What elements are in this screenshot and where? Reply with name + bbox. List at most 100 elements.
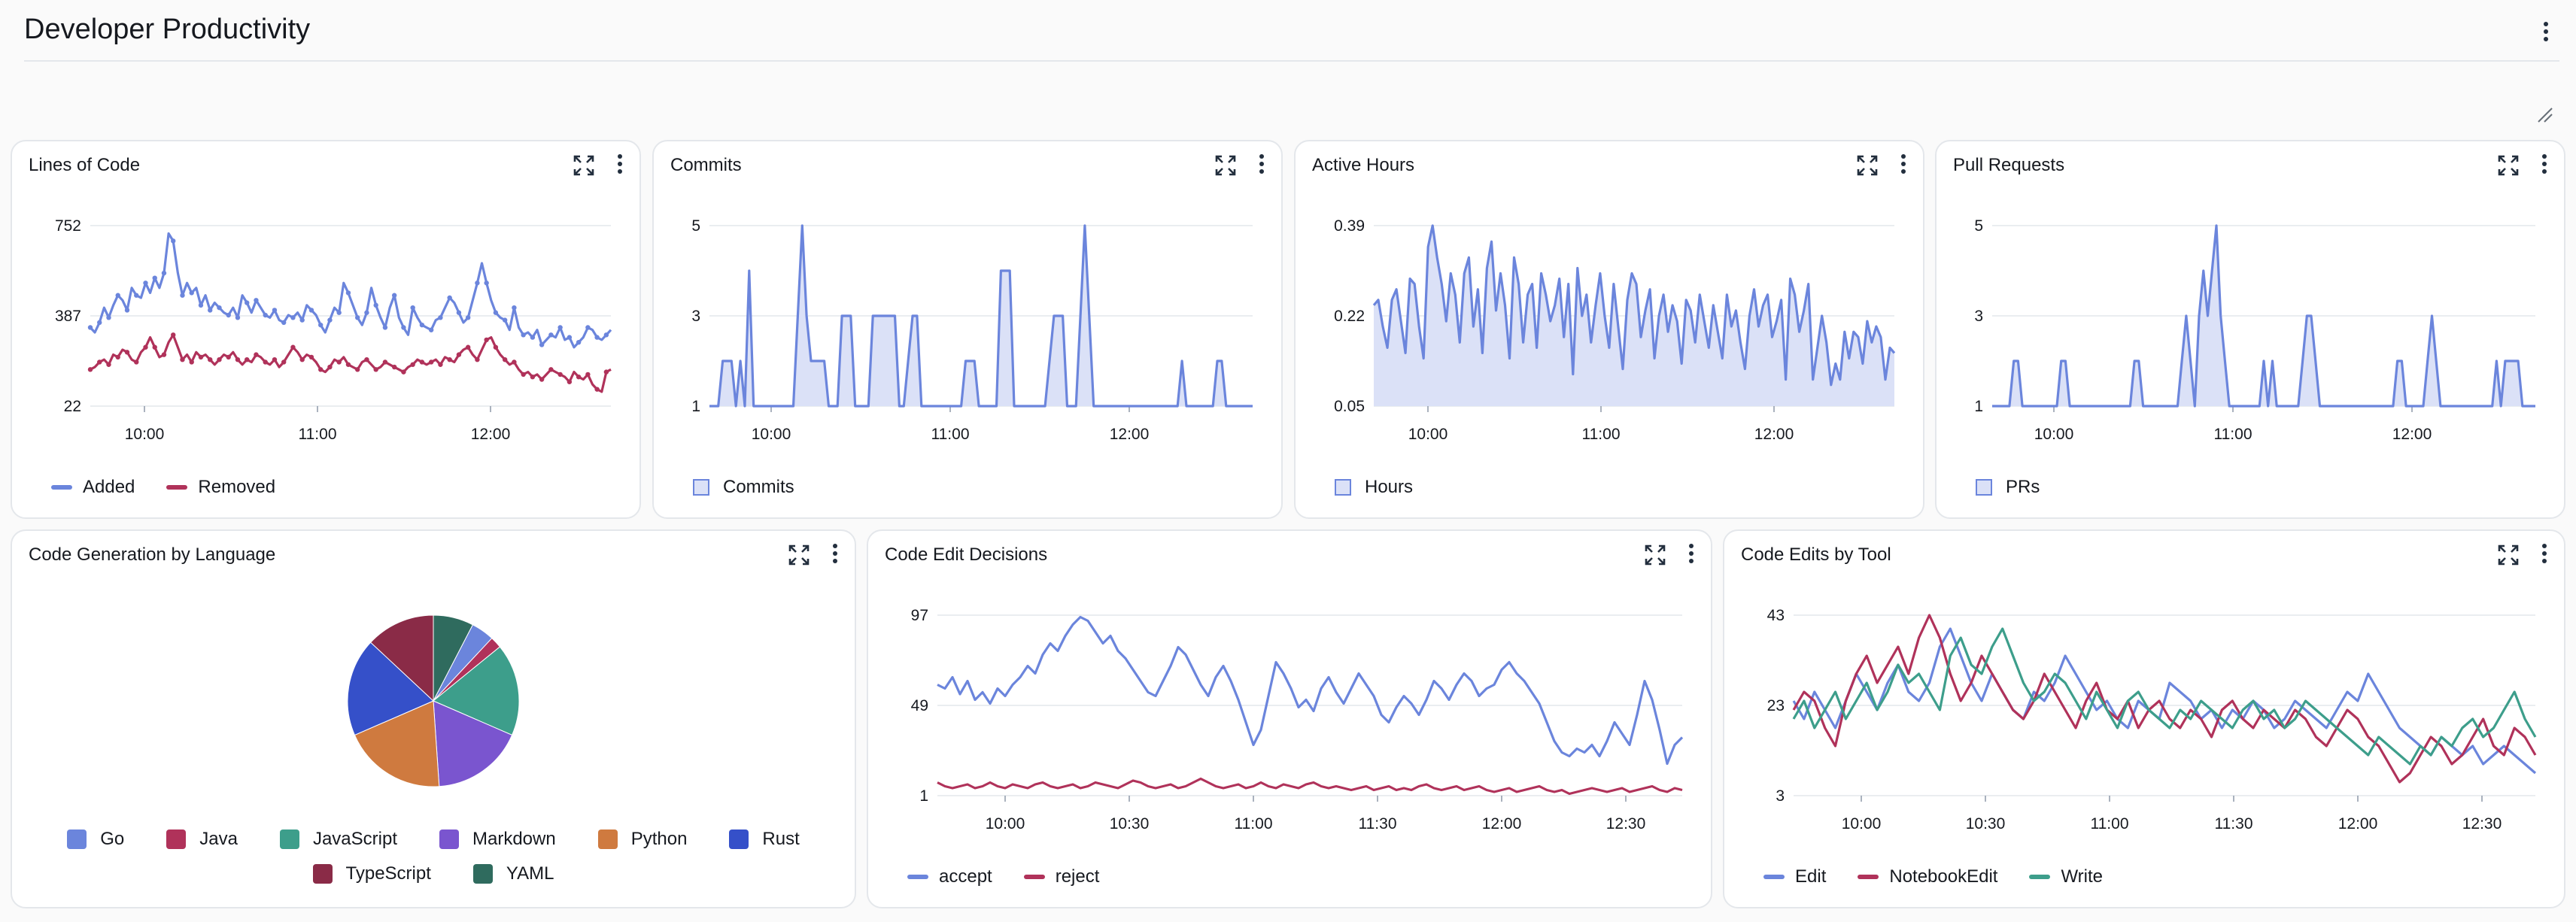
edit-series-line [1792,627,2537,775]
resize-handle-icon[interactable] [2535,105,2553,123]
legend-item-python[interactable]: Python [597,829,688,850]
pie-slice-typescript[interactable] [369,614,434,702]
legend-item-java[interactable]: Java [166,829,238,850]
legend-row: Go Java JavaScript Markdown Python Rust [57,829,810,850]
added-point [567,335,573,340]
expand-icon[interactable] [572,153,596,177]
added-point [254,298,259,303]
added-point [419,322,425,328]
removed-point [539,377,545,382]
y-tick-label: 49 [911,697,928,714]
legend-label: Removed [198,477,276,497]
x-tick-label: 12:00 [1754,426,1794,443]
panel-title: Code Generation by Language [29,544,276,565]
panel-kebab-icon[interactable] [1248,149,1275,179]
legend-label: Python [630,829,688,849]
panel-kebab-icon[interactable] [1678,538,1705,569]
legend-item-write[interactable]: Write [2029,866,2103,887]
expand-icon[interactable] [1643,543,1667,567]
legend-item-typescript[interactable]: TypeScript [312,863,431,884]
x-tick-label: 10:00 [752,426,791,443]
y-tick-label: 22 [64,398,81,415]
panel-title: Active Hours [1312,155,1415,175]
added-point [308,308,314,313]
panel-kebab-icon[interactable] [1890,149,1917,179]
legend-item-go[interactable]: Go [67,829,124,850]
removed-point [345,362,351,367]
removed-point [254,352,259,357]
write-series-line [1792,627,2537,766]
added-point [345,290,351,296]
legend-swatch [1335,479,1351,496]
legend-label: reject [1055,866,1100,887]
code-generation-by-language-panel: Code Generation by Language Go Java JavaSc… [11,529,856,908]
code-edit-decisions-panel: Code Edit Decisions 97 49 1 10:00 10:30 11:00… [867,529,1712,908]
legend-label: accept [939,866,992,887]
legend-item-added[interactable]: Added [51,477,135,498]
added-point [557,325,563,330]
added-point [226,312,231,318]
legend-item-hours[interactable]: Hours [1335,477,1413,498]
added-point [354,315,360,320]
legend-item-accept[interactable]: accept [907,866,992,887]
expand-icon[interactable] [787,543,811,567]
legend-item-notebookedit[interactable]: NotebookEdit [1858,866,1997,887]
expand-icon[interactable] [2496,153,2520,177]
commits-chart: 5 3 1 10:00 11:00 12:00 [691,217,1253,443]
legend-label: Java [199,829,238,849]
removed-point [419,359,425,365]
x-tick-label: 11:00 [2091,815,2129,833]
legend-item-javascript[interactable]: JavaScript [279,829,397,850]
added-point [475,281,480,286]
x-tick-label: 12:00 [1110,426,1150,443]
removed-point [475,356,480,362]
legend-label: Commits [723,477,794,497]
legend-swatch [2029,875,2051,879]
expand-icon[interactable] [2496,543,2520,567]
legend-item-reject[interactable]: reject [1023,866,1100,887]
legend-item-edit[interactable]: Edit [1763,866,1826,887]
page-actions-kebab-icon[interactable] [2532,17,2559,47]
legend-item-markdown[interactable]: Markdown [439,829,556,850]
added-point [143,281,148,286]
y-tick-label: 0.22 [1334,308,1365,325]
removed-point [557,372,563,378]
pie-slice-rust[interactable] [347,641,434,736]
expand-icon[interactable] [1855,153,1879,177]
x-tick-label: 10:30 [1966,815,2006,833]
legend-swatch [279,829,299,849]
y-tick-label: 5 [691,217,700,235]
x-tick-label: 12:30 [1606,815,1646,833]
removed-point [512,359,517,365]
removed-point [401,369,406,375]
added-point [539,342,545,347]
panel-kebab-icon[interactable] [2531,149,2558,179]
legend-item-removed[interactable]: Removed [166,477,275,498]
panel-title: Code Edits by Tool [1741,544,1891,565]
panel-kebab-icon[interactable] [606,149,633,179]
x-tick-label: 10:00 [125,426,165,443]
added-point [512,305,517,311]
panel-kebab-icon[interactable] [2531,538,2558,569]
legend-item-rust[interactable]: Rust [729,829,800,850]
legend-label: Markdown [472,829,556,849]
legend-item-yaml[interactable]: YAML [472,863,554,884]
legend-swatch [907,875,928,879]
legend-item-commits[interactable]: Commits [693,477,794,498]
pie-slice-python[interactable] [354,700,440,787]
pie-slice-javascript[interactable] [433,646,520,736]
pull-requests-chart: 5 3 1 10:00 11:00 12:00 [1974,217,2535,443]
added-point [603,332,609,338]
lines-of-code-panel: Lines of Code 752 387 22 10:00 11:00 12:00 Ad… [11,140,641,519]
x-tick-label: 12:30 [2462,815,2502,833]
added-point [548,332,554,338]
expand-icon[interactable] [1214,153,1238,177]
removed-point [245,356,250,362]
panel-kebab-icon[interactable] [822,538,849,569]
legend-item-prs[interactable]: PRs [1976,477,2040,498]
y-tick-label: 0.05 [1334,398,1365,415]
removed-point [530,375,536,380]
active-hours-panel: Active Hours 0.39 0.22 0.05 10:00 11:00 12:00… [1294,140,1924,519]
pie-slice-markdown[interactable] [433,700,513,787]
x-tick-label: 11:30 [1359,815,1397,833]
